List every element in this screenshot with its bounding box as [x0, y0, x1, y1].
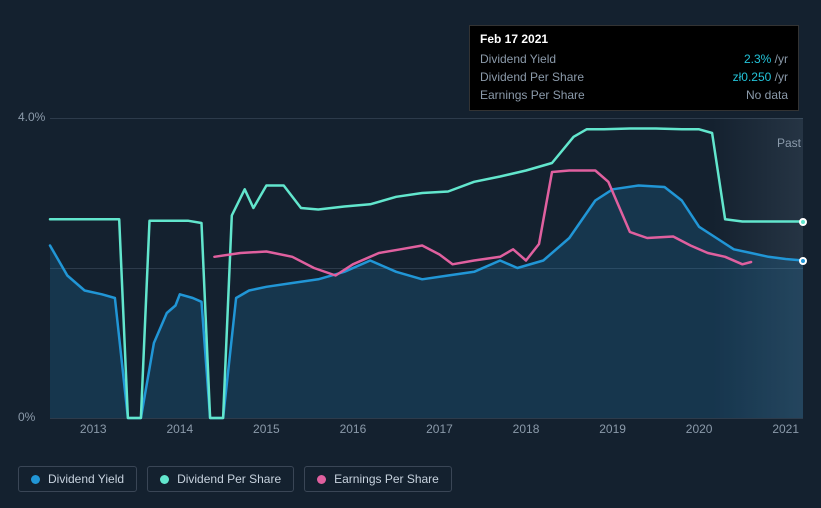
x-axis-tick: 2021: [772, 422, 799, 436]
x-axis-tick: 2020: [686, 422, 713, 436]
legend-dot: [317, 475, 326, 484]
tooltip-row-label: Dividend Yield: [480, 50, 556, 68]
legend-item[interactable]: Earnings Per Share: [304, 466, 452, 492]
tooltip-row-unit: /yr: [775, 52, 788, 66]
tooltip-row-value: zł0.250: [733, 70, 775, 84]
series-end-marker: [799, 218, 807, 226]
series-end-marker: [799, 257, 807, 265]
x-axis-tick: 2019: [599, 422, 626, 436]
legend-item[interactable]: Dividend Yield: [18, 466, 137, 492]
dividend-chart: 4.0% 0% Past 2013 2014 2015 2016 2017 2018 201…: [18, 106, 803, 446]
legend-label: Dividend Per Share: [177, 472, 281, 486]
legend-dot: [160, 475, 169, 484]
x-axis-tick: 2013: [80, 422, 107, 436]
chart-lines: [50, 118, 803, 418]
tooltip-row: Earnings Per Share No data: [480, 86, 788, 104]
tooltip-row-value-wrap: zł0.250 /yr: [733, 68, 788, 86]
gridline: [50, 418, 803, 419]
y-axis-label-top: 4.0%: [18, 110, 45, 124]
x-axis-tick: 2017: [426, 422, 453, 436]
x-axis-tick: 2014: [166, 422, 193, 436]
legend: Dividend Yield Dividend Per Share Earnings…: [18, 466, 452, 492]
x-axis-tick: 2016: [340, 422, 367, 436]
tooltip-row: Dividend Yield 2.3% /yr: [480, 50, 788, 68]
tooltip-row-value-wrap: 2.3% /yr: [744, 50, 788, 68]
y-axis-label-bottom: 0%: [18, 410, 35, 424]
legend-label: Dividend Yield: [48, 472, 124, 486]
tooltip-row-nodata: No data: [746, 86, 788, 104]
x-axis-tick: 2015: [253, 422, 280, 436]
x-axis-tick: 2018: [513, 422, 540, 436]
tooltip-date: Feb 17 2021: [480, 32, 788, 46]
past-label: Past: [777, 136, 801, 150]
tooltip-row-label: Earnings Per Share: [480, 86, 585, 104]
tooltip-row: Dividend Per Share zł0.250 /yr: [480, 68, 788, 86]
legend-label: Earnings Per Share: [334, 472, 439, 486]
tooltip-row-label: Dividend Per Share: [480, 68, 584, 86]
tooltip-row-unit: /yr: [775, 70, 788, 84]
chart-tooltip: Feb 17 2021 Dividend Yield2.3% /yrDivide…: [469, 25, 799, 111]
plot-area[interactable]: Past: [50, 118, 803, 418]
legend-dot: [31, 475, 40, 484]
tooltip-row-value: 2.3%: [744, 52, 775, 66]
legend-item[interactable]: Dividend Per Share: [147, 466, 294, 492]
